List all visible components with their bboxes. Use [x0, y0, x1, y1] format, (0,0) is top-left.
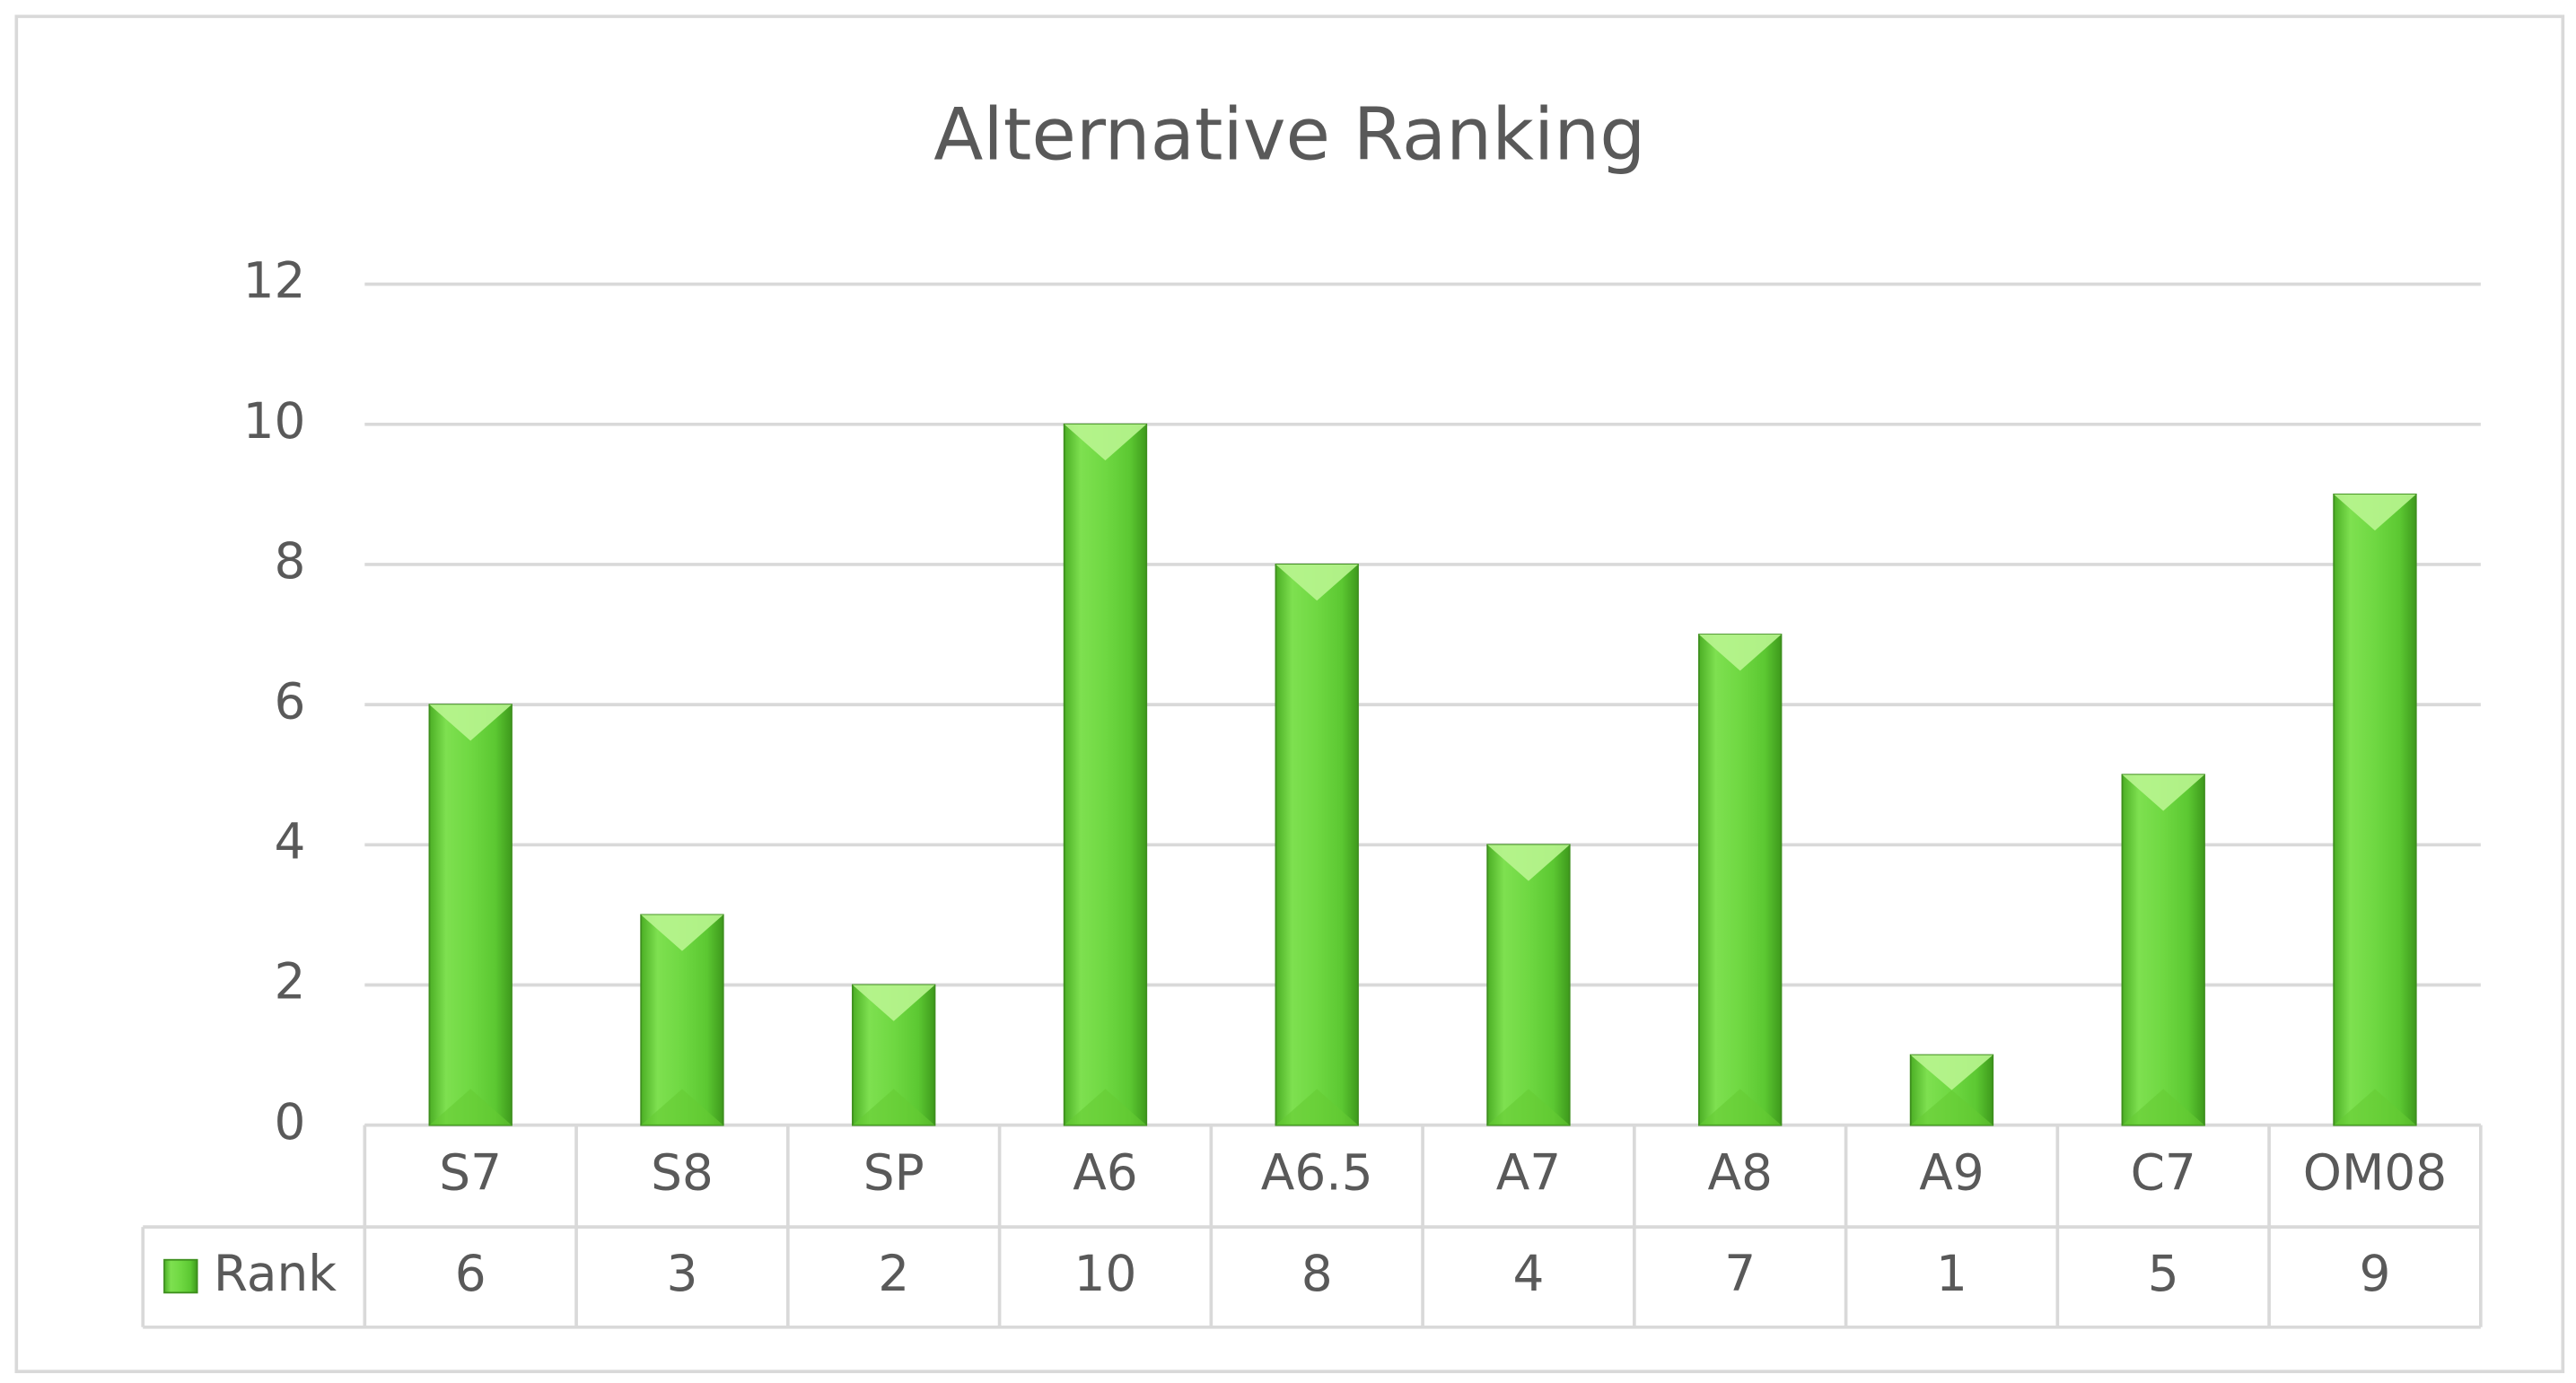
- bar: [1698, 634, 1783, 1126]
- x-tick-label: OM08: [2303, 1144, 2447, 1202]
- x-tick-label: SP: [863, 1144, 924, 1202]
- bar-bevel: [1910, 1090, 1993, 1125]
- legend-label: Rank: [214, 1245, 337, 1302]
- table-value: 10: [1074, 1245, 1137, 1302]
- bar: [1486, 844, 1571, 1126]
- bar-bevel: [641, 915, 723, 951]
- chart-title: Alternative Ranking: [933, 92, 1645, 177]
- x-tick-label: A8: [1707, 1144, 1772, 1202]
- table-value: 8: [1301, 1245, 1333, 1302]
- bar: [1063, 423, 1148, 1126]
- table-value: 1: [1936, 1245, 1967, 1302]
- bar-bevel: [1698, 635, 1782, 671]
- x-tick-label: S8: [651, 1144, 714, 1202]
- bar-bevel: [1064, 1089, 1147, 1125]
- x-tick-label: S7: [439, 1144, 502, 1202]
- y-tick-label: 10: [243, 392, 306, 450]
- bar-bevel: [1487, 1089, 1570, 1125]
- y-tick-label: 0: [275, 1093, 306, 1151]
- x-tick-label: A6.5: [1261, 1144, 1373, 1202]
- x-tick-label: A9: [1919, 1144, 1984, 1202]
- bar: [2333, 493, 2417, 1126]
- bar-bevel: [1275, 1089, 1358, 1125]
- x-tick-label: C7: [2131, 1144, 2196, 1202]
- bar-bevel: [2334, 494, 2416, 531]
- table-value: 5: [2148, 1245, 2179, 1302]
- bar-bevel: [1910, 1055, 1993, 1090]
- x-tick-label: A7: [1496, 1144, 1561, 1202]
- table-value: 6: [455, 1245, 486, 1302]
- table-value: 7: [1724, 1245, 1756, 1302]
- bar-bevel: [429, 1089, 512, 1125]
- y-tick-label: 8: [275, 532, 306, 590]
- y-tick-label: 2: [275, 953, 306, 1011]
- bar-bevel: [2334, 1089, 2416, 1125]
- legend-marker: [163, 1258, 198, 1294]
- bar: [1275, 564, 1359, 1126]
- bar-bevel: [429, 705, 512, 741]
- bar-bevel: [2122, 775, 2204, 811]
- y-tick-label: 6: [275, 672, 306, 730]
- x-tick-label: A6: [1073, 1144, 1137, 1202]
- bar-bevel: [641, 1089, 723, 1125]
- y-tick-label: 4: [275, 812, 306, 870]
- table-value: 9: [2359, 1245, 2390, 1302]
- table-value: 2: [878, 1245, 909, 1302]
- bar-bevel: [852, 985, 935, 1021]
- bar-bevel: [1698, 1089, 1782, 1125]
- bar-bevel: [1275, 564, 1358, 601]
- bar: [428, 704, 513, 1126]
- bar-bevel: [1487, 845, 1570, 881]
- table-value: 3: [666, 1245, 697, 1302]
- table-value: 4: [1512, 1245, 1544, 1302]
- y-tick-label: 12: [243, 252, 306, 310]
- bar-bevel: [2122, 1089, 2204, 1125]
- bar-bevel: [852, 1089, 935, 1125]
- bar-bevel: [1064, 424, 1147, 461]
- bar: [2121, 774, 2205, 1126]
